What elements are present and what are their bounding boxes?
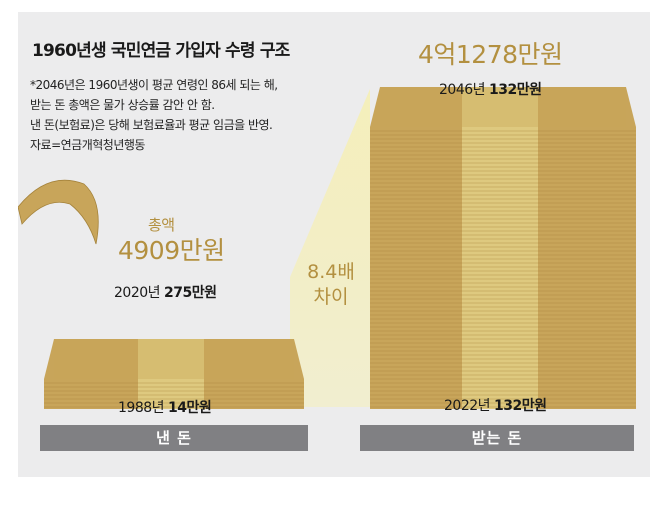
paid-top-year: 2020년	[114, 285, 161, 301]
paid-top-amount: 275만원	[163, 285, 217, 301]
received-top-year: 2046년	[439, 82, 486, 98]
received-bottom-year: 2022년	[444, 398, 491, 414]
paid-stack-band	[138, 339, 204, 409]
received-category-bar: 받는 돈	[360, 425, 634, 451]
comparison-highlight	[290, 89, 370, 407]
received-money-stack	[370, 87, 636, 409]
received-bottom-label: 2022년 132만원	[444, 395, 547, 415]
paid-category-bar: 낸 돈	[40, 425, 308, 451]
received-stack-band	[462, 87, 538, 409]
received-total-value: 4억1278만원	[418, 40, 563, 69]
paid-bottom-year: 1988년	[118, 400, 165, 416]
note-line-3: 낸 돈(보험료)은 당해 보험료율과 평균 임금을 반영.	[30, 118, 273, 132]
paid-total-value: 4909만원	[118, 236, 225, 265]
note-line-1: *2046년은 1960년생이 평균 연령인 86세 되는 해,	[30, 78, 278, 92]
paid-bottom-amount: 14만원	[167, 400, 212, 416]
paid-bottom-label: 1988년 14만원	[118, 397, 212, 417]
received-stack-top-slab	[380, 87, 626, 127]
chart-graphic	[18, 87, 636, 409]
flying-banknote-icon	[18, 179, 99, 245]
ratio-value: 8.4배	[307, 261, 355, 283]
note-line-4: 자료=연금개혁청년행동	[30, 138, 145, 152]
received-top-label: 2046년 132만원	[439, 79, 542, 99]
ratio-annotation: 8.4배 차이	[296, 260, 366, 310]
received-bottom-amount: 132만원	[493, 398, 547, 414]
paid-top-label: 2020년 275만원	[114, 282, 217, 302]
chart-title: 1960년생 국민연금 가입자 수령 구조	[32, 41, 290, 61]
note-line-2: 받는 돈 총액은 물가 상승률 감안 안 함.	[30, 98, 215, 112]
paid-total-label: 총액	[148, 216, 175, 234]
chart-panel: 1960년생 국민연금 가입자 수령 구조 *2046년은 1960년생이 평균…	[18, 12, 650, 477]
ratio-caption: 차이	[313, 286, 349, 308]
received-top-amount: 132만원	[488, 82, 542, 98]
paid-money-stack	[44, 339, 304, 409]
paid-stack-top-slab	[54, 339, 294, 379]
